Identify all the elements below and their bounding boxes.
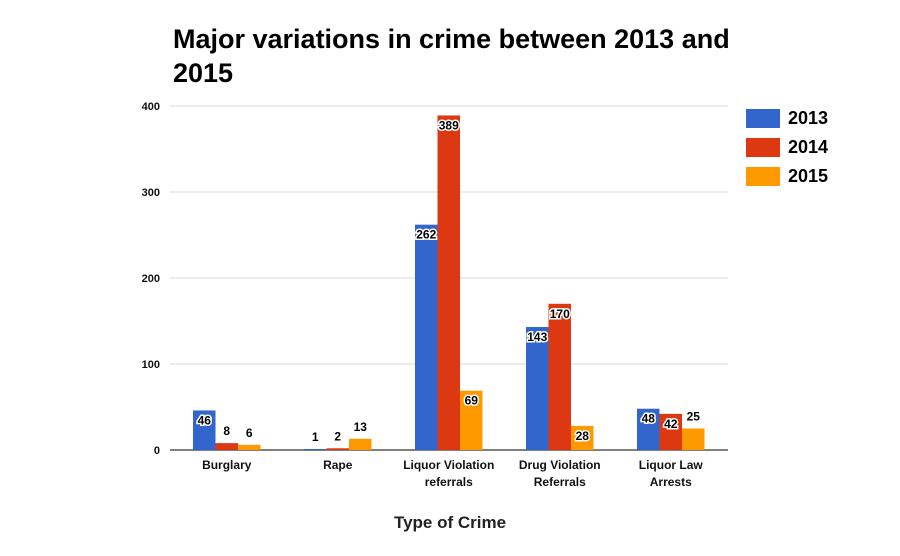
x-tick-label-2-1: referrals xyxy=(425,475,473,489)
bar-2013-1[interactable] xyxy=(304,449,327,450)
x-tick-label-3-0: Drug Violation xyxy=(519,458,601,472)
data-label-2013-2: 262 xyxy=(416,228,436,242)
x-axis-title: Type of Crime xyxy=(393,513,507,532)
y-tick-label-400: 400 xyxy=(142,101,160,113)
legend-label-2014: 2014 xyxy=(788,137,829,157)
data-label-2013-4: 48 xyxy=(642,412,656,426)
data-label-2013-3: 143 xyxy=(527,330,547,344)
legend-item-2015[interactable]: 2015 xyxy=(746,162,828,191)
legend: 2013 2014 2015 xyxy=(746,104,828,191)
legend-item-2013[interactable]: 2013 xyxy=(746,104,828,133)
bar-2014-2[interactable] xyxy=(437,115,461,451)
y-tick-label-200: 200 xyxy=(142,273,160,285)
bar-2015-1[interactable] xyxy=(349,438,372,450)
legend-swatch-2015 xyxy=(746,167,780,186)
bar-2015-0[interactable] xyxy=(238,444,261,450)
data-label-2013-1: 1 xyxy=(312,430,319,444)
data-label-2015-4: 25 xyxy=(687,410,701,424)
legend-label-2015: 2015 xyxy=(788,166,829,186)
legend-swatch-2014 xyxy=(746,138,780,157)
y-tick-label-0: 0 xyxy=(154,445,160,457)
data-label-2013-0: 46 xyxy=(198,413,212,427)
legend-item-2014[interactable]: 2014 xyxy=(746,133,828,162)
data-labels: 46 1 262 143 48 8 2 389 170 42 6 13 69 28 25 xyxy=(196,117,701,444)
x-tick-label-1-0: Rape xyxy=(323,458,353,472)
data-label-2015-1: 13 xyxy=(354,420,368,434)
bar-2013-0[interactable] xyxy=(193,410,216,450)
legend-label-2013: 2013 xyxy=(788,108,829,128)
bar-2015-2[interactable] xyxy=(460,390,483,450)
data-label-2014-1: 2 xyxy=(334,429,341,443)
y-axis-ticks: 0 100 200 300 400 xyxy=(142,101,160,457)
bar-2014-0[interactable] xyxy=(215,443,239,450)
x-tick-label-4-1: Arrests xyxy=(650,475,692,489)
data-label-2015-0: 6 xyxy=(246,426,253,440)
data-label-2014-3: 170 xyxy=(550,307,570,321)
bar-2013-4[interactable] xyxy=(637,408,660,450)
data-label-2014-2: 389 xyxy=(439,118,459,132)
bar-2013-2[interactable] xyxy=(415,224,438,450)
y-tick-label-100: 100 xyxy=(142,359,160,371)
bar-2013-3[interactable] xyxy=(526,327,549,450)
x-tick-label-2-0: Liquor Violation xyxy=(403,458,494,472)
data-label-2014-0: 8 xyxy=(223,424,230,438)
data-label-2015-3: 28 xyxy=(576,429,590,443)
bar-2014-1[interactable] xyxy=(326,448,350,450)
chart-title: Major variations in crime between 2013 a… xyxy=(173,24,730,88)
x-tick-label-4-0: Liquor Law xyxy=(639,458,704,472)
bar-2014-4[interactable] xyxy=(659,413,683,450)
bar-2015-3[interactable] xyxy=(571,425,594,450)
y-tick-label-300: 300 xyxy=(142,187,160,199)
bars xyxy=(193,115,705,451)
x-axis-ticks: Burglary Rape Liquor Violation referrals Dru… xyxy=(202,458,703,489)
x-tick-label-3-1: Referrals xyxy=(534,475,586,489)
bar-2015-4[interactable] xyxy=(682,428,705,451)
x-tick-label-0-0: Burglary xyxy=(202,458,252,472)
data-label-2014-4: 42 xyxy=(664,417,678,431)
bar-2014-3[interactable] xyxy=(548,303,572,450)
legend-swatch-2013 xyxy=(746,109,780,128)
data-label-2015-2: 69 xyxy=(465,394,479,408)
